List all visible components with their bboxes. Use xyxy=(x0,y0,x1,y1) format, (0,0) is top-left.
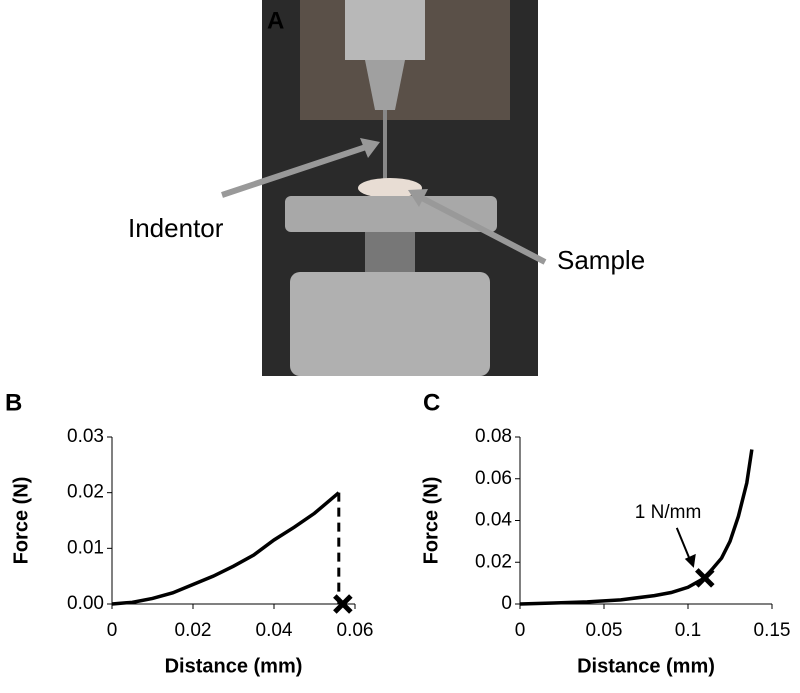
x-tick-label: 0.06 xyxy=(337,620,374,641)
y-tick-label: 0 xyxy=(501,593,512,614)
y-tick-label: 0.01 xyxy=(67,537,104,558)
marker xyxy=(333,594,353,614)
x-tick-label: 0 xyxy=(107,620,118,641)
arrow-head xyxy=(408,189,428,207)
annotation: Sample xyxy=(557,245,645,275)
arrow xyxy=(221,142,373,198)
panel-label: B xyxy=(5,389,22,416)
photo-chuck xyxy=(345,0,425,60)
y-tick-label: 0.08 xyxy=(475,426,512,447)
y-tick-label: 0.03 xyxy=(67,426,104,447)
photo-panel: A Indentor Sample xyxy=(128,0,645,376)
x-tick-label: 0.05 xyxy=(586,620,623,641)
y-axis-title: Force (N) xyxy=(10,477,32,565)
photo-stem xyxy=(365,232,415,272)
marker xyxy=(695,568,715,588)
arrow-head xyxy=(360,138,380,158)
y-tick-label: 0.06 xyxy=(475,468,512,489)
x-tick-label: 0.04 xyxy=(256,620,293,641)
y-tick-label: 0.02 xyxy=(475,551,512,572)
annotation-arrow-head xyxy=(684,553,696,568)
data-line xyxy=(519,449,754,606)
photo-base xyxy=(290,272,490,376)
panel-label: A xyxy=(267,7,284,34)
x-tick-label: 0.15 xyxy=(754,620,791,641)
x-tick-label: 0.02 xyxy=(175,620,212,641)
photo-sample xyxy=(358,178,422,198)
x-tick-label: 0.1 xyxy=(675,620,701,641)
photo-platen xyxy=(285,196,497,232)
data-line xyxy=(111,491,340,606)
x-axis-title: Distance (mm) xyxy=(577,655,715,677)
y-tick-label: 0.00 xyxy=(67,593,104,614)
y-tick-label: 0.02 xyxy=(67,482,104,503)
annotation: 1 N/mm xyxy=(635,502,702,523)
photo-collet xyxy=(365,60,405,110)
y-tick-label: 0.04 xyxy=(475,510,512,531)
panel-label: C xyxy=(423,389,440,416)
annotation-arrow xyxy=(675,527,692,563)
y-axis-title: Force (N) xyxy=(420,477,442,565)
photo-needle xyxy=(383,110,387,185)
arrow xyxy=(416,193,547,265)
x-axis-title: Distance (mm) xyxy=(165,655,303,677)
annotation: Indentor xyxy=(128,213,224,243)
x-tick-label: 0 xyxy=(515,620,526,641)
